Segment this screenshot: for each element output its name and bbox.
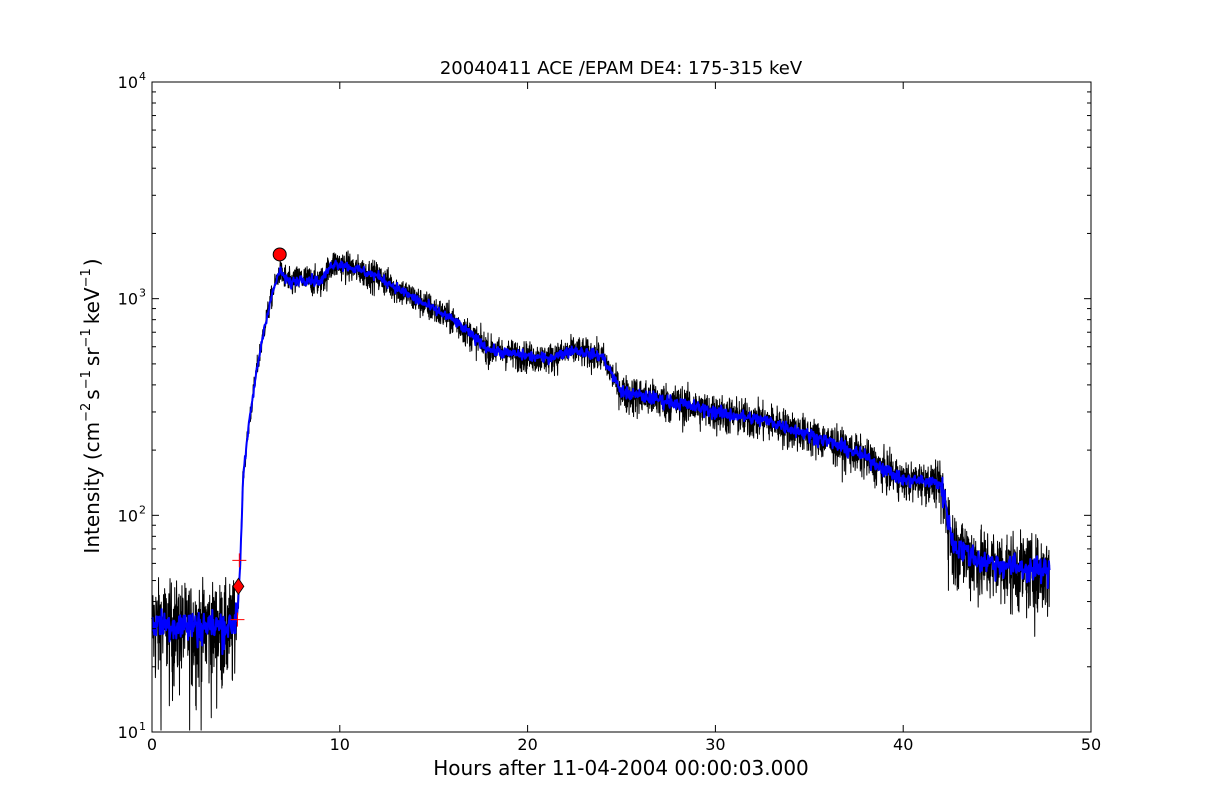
y-label-exp2: −1	[79, 370, 94, 389]
y-label-part3: sr	[80, 347, 104, 366]
series-line-smoothed	[151, 259, 1051, 656]
y-tick-exponent: 4	[139, 70, 146, 83]
y-tick-exponent: 2	[139, 503, 146, 516]
x-tick-label: 30	[705, 735, 725, 754]
y-label-exp1: −2	[79, 403, 94, 422]
x-tick-label: 40	[893, 735, 913, 754]
bound-marker	[230, 612, 245, 627]
onset-marker	[232, 577, 245, 596]
y-tick-label: 10	[118, 290, 138, 309]
x-tick-label: 10	[330, 735, 350, 754]
y-label-part4: keV	[80, 287, 104, 324]
y-tick-label: 10	[118, 73, 138, 92]
plot-frame	[151, 81, 1092, 733]
series-layer	[151, 250, 1051, 731]
x-tick-label: 20	[517, 735, 537, 754]
y-axis-label: Intensity (cm−2s−1sr−1keV−1)	[79, 258, 104, 553]
peak-marker	[272, 247, 287, 262]
y-tick-exponent: 1	[139, 720, 146, 733]
x-axis-label: Hours after 11-04-2004 00:00:03.000	[433, 756, 809, 780]
x-tick-label: 50	[1081, 735, 1101, 754]
y-tick-exponent: 3	[139, 287, 146, 300]
y-tick-label: 10	[118, 723, 138, 742]
x-axis-ticks: 0 10 20 30 40 50	[147, 82, 1101, 754]
bound-marker	[232, 553, 247, 568]
y-label-exp3: −1	[79, 328, 94, 347]
chart-title: 20040411 ACE /EPAM DE4: 175-315 keV	[440, 58, 803, 79]
marker-layer	[230, 247, 287, 627]
x-tick-label: 0	[147, 735, 157, 754]
y-label-suffix: )	[80, 258, 104, 266]
y-label-exp4: −1	[79, 268, 94, 287]
y-tick-label: 10	[118, 506, 138, 525]
y-label-prefix: Intensity (cm	[80, 422, 104, 554]
series-line-raw	[151, 250, 1051, 731]
y-label-part2: s	[80, 389, 104, 399]
